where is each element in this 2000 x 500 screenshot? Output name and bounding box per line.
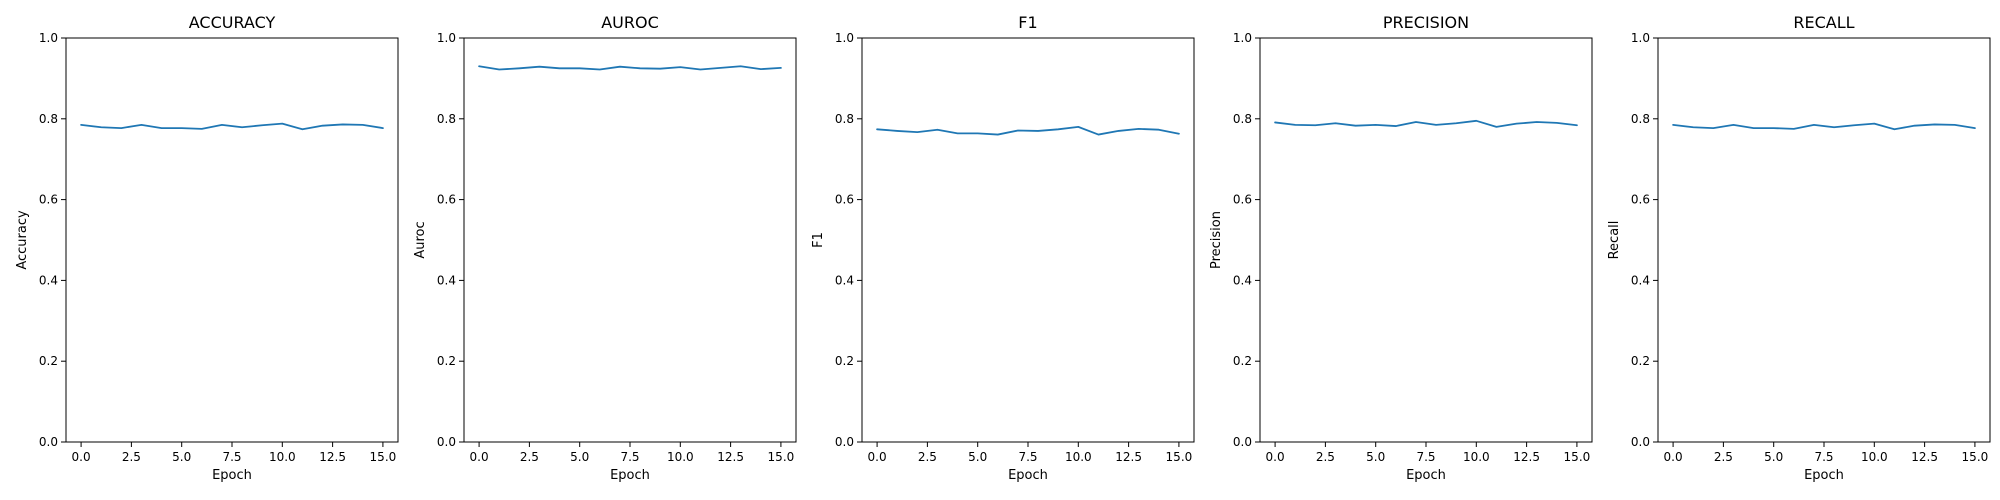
series-line <box>80 122 384 131</box>
x-tick-label: 0.0 <box>868 450 887 464</box>
y-tick-label: 0.2 <box>39 354 58 368</box>
y-tick-label: 0.6 <box>835 193 854 207</box>
y-tick-label: 1.0 <box>1233 31 1252 45</box>
x-tick-label: 5.0 <box>1764 450 1783 464</box>
x-tick-label: 7.5 <box>1814 450 1833 464</box>
y-tick-label: 0.0 <box>437 435 456 449</box>
y-tick-label: 0.2 <box>1233 354 1252 368</box>
subplot-precision: PRECISION Epoch Precision 0.0 2.5 5.0 7.5 10… <box>1209 13 1593 483</box>
x-tick-label: 15.0 <box>370 450 397 464</box>
y-tick-label: 0.6 <box>1631 193 1650 207</box>
x-tick-label: 12.5 <box>717 450 744 464</box>
subplot-auroc: AUROC Epoch Auroc 0.0 2.5 5.0 7.5 10.0 12.5 15… <box>413 13 797 483</box>
plot-area-frame <box>1657 37 1991 443</box>
y-tick-label: 0.6 <box>39 193 58 207</box>
y-tick-label: 0.8 <box>437 112 456 126</box>
x-tick-label: 0.0 <box>1664 450 1683 464</box>
y-tick-label: 0.0 <box>835 435 854 449</box>
x-tick-label: 2.5 <box>122 450 141 464</box>
y-tick-label: 0.8 <box>1631 112 1650 126</box>
x-tick-label: 0.0 <box>72 450 91 464</box>
plot-area-frame <box>463 37 797 443</box>
x-axis-label: Epoch <box>1008 468 1048 483</box>
x-tick-label: 2.5 <box>1714 450 1733 464</box>
subplot-f1: F1 Epoch F1 0.0 2.5 5.0 7.5 10.0 12.5 15.0 0.0 0… <box>811 13 1195 483</box>
x-tick-label: 7.5 <box>1416 450 1435 464</box>
x-tick-label: 10.0 <box>1861 450 1888 464</box>
x-tick-label: 12.5 <box>1115 450 1142 464</box>
series-line <box>1672 122 1976 131</box>
chart-title: AUROC <box>601 13 659 32</box>
x-tick-label: 7.5 <box>1018 450 1037 464</box>
y-tick-label: 1.0 <box>437 31 456 45</box>
y-tick-label: 0.4 <box>437 273 456 287</box>
x-tick-label: 2.5 <box>1316 450 1335 464</box>
x-tick-label: 5.0 <box>968 450 987 464</box>
x-tick-label: 12.5 <box>1911 450 1938 464</box>
y-tick-label: 0.2 <box>835 354 854 368</box>
y-axis-label: Recall <box>1607 221 1622 260</box>
y-tick-label: 0.4 <box>835 273 854 287</box>
x-tick-label: 7.5 <box>620 450 639 464</box>
plot-area-frame <box>65 37 399 443</box>
y-tick-label: 1.0 <box>835 31 854 45</box>
x-tick-label: 15.0 <box>1564 450 1591 464</box>
y-tick-label: 1.0 <box>39 31 58 45</box>
y-tick-label: 0.2 <box>1631 354 1650 368</box>
plot-area-frame <box>861 37 1195 443</box>
x-tick-label: 2.5 <box>918 450 937 464</box>
chart-title: ACCURACY <box>189 13 276 32</box>
x-tick-label: 5.0 <box>172 450 191 464</box>
y-tick-label: 0.2 <box>437 354 456 368</box>
x-tick-label: 10.0 <box>269 450 296 464</box>
x-tick-label: 15.0 <box>1166 450 1193 464</box>
y-axis-label: Accuracy <box>15 210 30 270</box>
chart-title: RECALL <box>1793 13 1854 32</box>
plot-area-frame <box>1259 37 1593 443</box>
y-tick-label: 0.8 <box>1233 112 1252 126</box>
x-tick-label: 12.5 <box>319 450 346 464</box>
y-axis-label: F1 <box>811 232 826 248</box>
x-tick-label: 2.5 <box>520 450 539 464</box>
y-tick-label: 0.6 <box>1233 193 1252 207</box>
x-tick-label: 10.0 <box>667 450 694 464</box>
x-axis-label: Epoch <box>610 468 650 483</box>
series-line <box>876 125 1180 136</box>
x-tick-label: 12.5 <box>1513 450 1540 464</box>
y-tick-label: 0.4 <box>1233 273 1252 287</box>
y-tick-label: 0.8 <box>39 112 58 126</box>
y-tick-label: 0.6 <box>437 193 456 207</box>
y-tick-label: 0.4 <box>39 273 58 287</box>
series-line <box>1274 119 1578 128</box>
subplot-recall: RECALL Epoch Recall 0.0 2.5 5.0 7.5 10.0 12.5… <box>1607 13 1991 483</box>
x-axis-label: Epoch <box>1406 468 1446 483</box>
x-tick-label: 10.0 <box>1463 450 1490 464</box>
subplot-accuracy: ACCURACY Epoch Accuracy 0.0 2.5 5.0 7.5 10.0… <box>15 13 399 483</box>
x-tick-label: 10.0 <box>1065 450 1092 464</box>
y-tick-label: 0.8 <box>835 112 854 126</box>
x-tick-label: 15.0 <box>1962 450 1989 464</box>
x-tick-label: 0.0 <box>470 450 489 464</box>
y-tick-label: 1.0 <box>1631 31 1650 45</box>
x-tick-label: 5.0 <box>570 450 589 464</box>
x-axis-label: Epoch <box>1804 468 1844 483</box>
y-tick-label: 0.0 <box>1631 435 1650 449</box>
y-tick-label: 0.0 <box>1233 435 1252 449</box>
series-line <box>478 65 782 71</box>
x-tick-label: 7.5 <box>222 450 241 464</box>
y-axis-label: Precision <box>1209 211 1224 269</box>
x-tick-label: 0.0 <box>1266 450 1285 464</box>
chart-title: PRECISION <box>1383 13 1469 32</box>
x-axis-label: Epoch <box>212 468 252 483</box>
x-tick-label: 15.0 <box>768 450 795 464</box>
y-axis-label: Auroc <box>413 221 428 258</box>
chart-title: F1 <box>1018 13 1037 32</box>
x-tick-label: 5.0 <box>1366 450 1385 464</box>
y-tick-label: 0.4 <box>1631 273 1650 287</box>
y-tick-label: 0.0 <box>39 435 58 449</box>
